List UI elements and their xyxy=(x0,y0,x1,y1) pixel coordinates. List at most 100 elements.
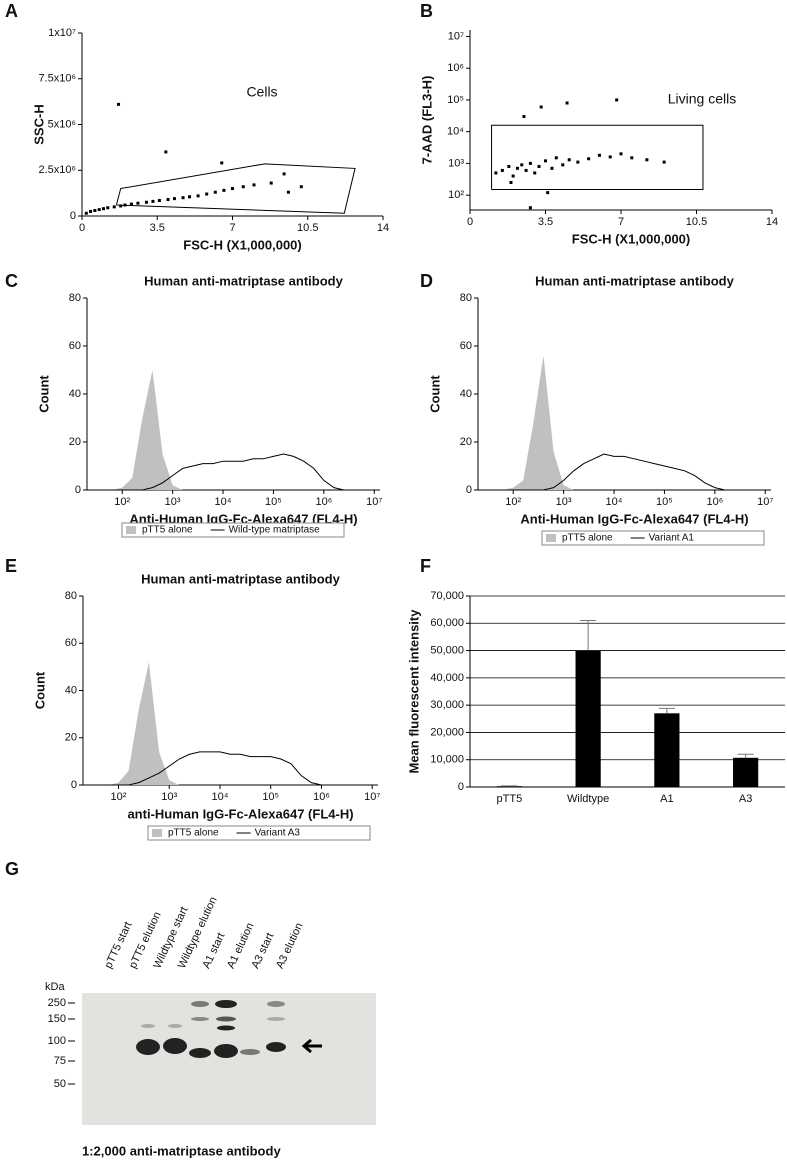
point xyxy=(286,190,290,194)
error-bar xyxy=(737,753,754,758)
gate xyxy=(115,163,356,214)
point xyxy=(241,185,245,189)
point xyxy=(231,187,234,191)
x-tick-label: Wildtype xyxy=(567,793,609,805)
x-tick-label: 10.5 xyxy=(686,216,707,228)
marker-label: 250 xyxy=(48,997,66,1009)
histogram-line xyxy=(98,751,342,786)
y-tick-label: 60 xyxy=(460,340,472,352)
blot-membrane xyxy=(82,993,376,1125)
unit-label: kDa xyxy=(45,981,65,993)
chart-title: Human anti-matriptase antibody xyxy=(535,273,734,288)
y-tick-label: 20,000 xyxy=(430,726,464,738)
y-tick-label: 1x10⁷ xyxy=(48,27,76,39)
panel: E Human anti-matriptase antibody 0 20 40 60 80… xyxy=(5,556,380,841)
y-tick-label: 30,000 xyxy=(430,699,464,711)
y-tick-label: 7.5x10⁶ xyxy=(38,73,76,85)
point xyxy=(145,200,148,204)
y-tick-label: 10³ xyxy=(448,157,464,169)
x-tick-label: 7 xyxy=(618,216,624,228)
x-tick-label: 14 xyxy=(766,216,778,228)
point xyxy=(546,191,550,195)
x-tick-label: 10⁵ xyxy=(262,791,279,803)
point xyxy=(511,174,515,178)
point xyxy=(213,190,217,194)
y-tick-label: 10² xyxy=(448,189,464,201)
x-tick-label: 10⁶ xyxy=(313,791,330,803)
point xyxy=(533,171,537,175)
panel-label: G xyxy=(5,859,19,879)
legend-box xyxy=(147,825,371,841)
x-tick-label: 10⁵ xyxy=(656,496,673,508)
y-tick-label: 70,000 xyxy=(430,590,464,602)
y-tick-label: 20 xyxy=(69,436,81,448)
y-tick-label: 80 xyxy=(460,292,472,304)
y-tick-label: 80 xyxy=(65,590,77,602)
x-tick-label: 10² xyxy=(111,791,127,803)
panel: B 10² 10³ 10⁴ 10⁵ 10⁶ 10⁷ 0 3.5 7 10.5 14 FSC-H (X1,… xyxy=(419,1,778,247)
chart-title: Human anti-matriptase antibody xyxy=(141,571,340,586)
point xyxy=(181,196,185,200)
y-tick-label: 40,000 xyxy=(430,672,464,684)
x-axis-label: FSC-H (X1,000,000) xyxy=(572,231,691,246)
legend-label: Variant A3 xyxy=(255,828,301,839)
panel: C Human anti-matriptase antibody 0 20 40 60 80… xyxy=(5,271,382,538)
legend: pTT5 alone Variant A3 xyxy=(147,825,371,841)
panel: A 0 2.5x10⁶ 5x10⁶ 7.5x10⁶ 1x10⁷ 0 3.5 7 10.5 14 FSC… xyxy=(5,1,389,253)
point xyxy=(597,153,601,157)
marker-label: 100 xyxy=(48,1035,66,1047)
blot-image xyxy=(82,993,376,1125)
x-tick-label: 10.5 xyxy=(297,222,318,234)
y-axis-label: Mean fluorescent intensity xyxy=(406,609,421,774)
x-tick-label: 10⁴ xyxy=(606,496,623,508)
x-tick-label: 10⁷ xyxy=(364,791,380,803)
point xyxy=(102,207,105,211)
y-tick-label: 0 xyxy=(75,484,81,496)
point xyxy=(205,192,209,196)
y-tick-label: 60,000 xyxy=(430,617,464,629)
x-tick-label: 0 xyxy=(79,222,85,234)
panel-label: B xyxy=(420,1,433,21)
point xyxy=(117,102,121,106)
point xyxy=(269,181,273,185)
point xyxy=(252,183,256,187)
y-tick-label: 20 xyxy=(65,732,77,744)
legend-label: pTT5 alone xyxy=(142,525,193,536)
point xyxy=(500,168,504,172)
point xyxy=(576,160,580,164)
legend-label: pTT5 alone xyxy=(562,533,613,544)
point xyxy=(106,206,110,210)
bar xyxy=(654,713,680,787)
legend-swatch xyxy=(546,534,556,542)
point xyxy=(196,194,200,198)
arrow xyxy=(301,1038,322,1054)
point xyxy=(222,188,226,192)
point xyxy=(282,172,286,176)
y-tick-label: 60 xyxy=(69,340,81,352)
marker-label: 75 xyxy=(54,1055,66,1067)
point xyxy=(524,168,528,172)
point xyxy=(188,195,191,199)
y-tick-label: 0 xyxy=(71,779,77,791)
chart-title: Human anti-matriptase antibody xyxy=(144,273,343,288)
point xyxy=(507,164,511,168)
y-tick-label: 0 xyxy=(70,210,76,222)
point xyxy=(587,157,591,161)
y-tick-label: 0 xyxy=(458,781,464,793)
point xyxy=(515,166,519,170)
y-axis-label: Count xyxy=(427,375,442,413)
point xyxy=(662,160,666,164)
x-tick-label: pTT5 xyxy=(497,793,523,805)
x-tick-label: 10² xyxy=(505,496,521,508)
y-tick-label: 10,000 xyxy=(430,754,464,766)
point xyxy=(539,105,543,109)
point xyxy=(645,158,649,162)
y-tick-label: 40 xyxy=(460,388,472,400)
panel-label: F xyxy=(420,556,431,576)
error-bar xyxy=(580,620,597,651)
legend-swatch xyxy=(126,526,136,534)
lane-label: A3 start xyxy=(249,931,276,970)
legend-label: Variant A1 xyxy=(649,533,695,544)
x-axis-label: FSC-H (X1,000,000) xyxy=(183,237,302,252)
marker-label: 50 xyxy=(54,1078,66,1090)
